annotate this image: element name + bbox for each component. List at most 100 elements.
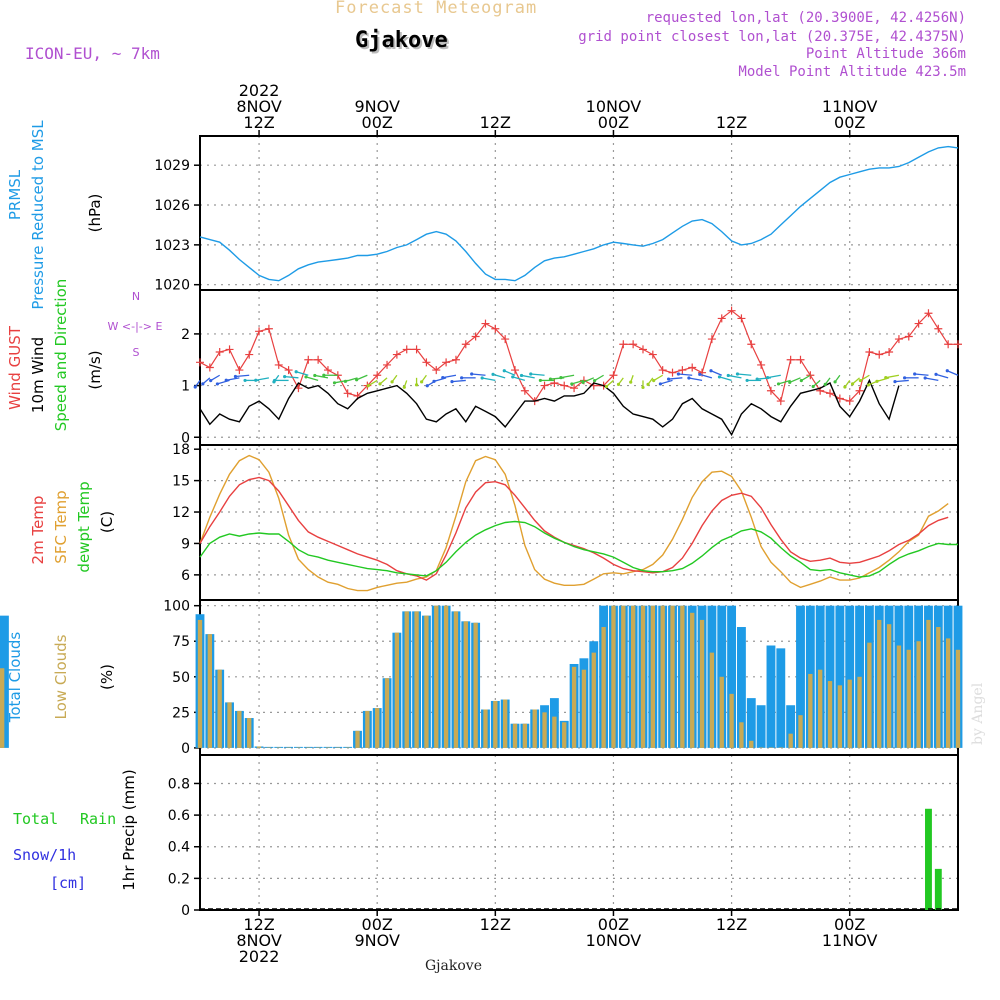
pressure-unit: (hPa) [86,194,104,233]
y-tick-label: 18 [172,442,190,458]
low-cloud-bar [758,747,764,748]
low-cloud-bar [660,605,665,748]
gust-marker [205,363,214,372]
low-cloud-bar [621,605,626,748]
low-cloud-bar [896,645,902,748]
gust-marker [255,327,264,336]
low-cloud-bar [434,605,439,748]
wind-direction-arrowhead [233,374,238,379]
wind-direction-arrowhead [559,376,563,380]
wind-gust-label: Wind GUST [6,325,24,410]
gust-marker [442,358,451,367]
gust-marker [284,366,293,375]
low-cloud-bar [424,615,429,748]
gust-marker [343,389,352,398]
y-tick-label: 2 [181,327,190,343]
wind-direction-arrow [367,379,378,387]
pressure-label-msl: Pressure Reduced to MSL [29,120,47,310]
rain-bar [934,868,942,910]
footer-location: Gjakove [425,958,482,974]
low-cloud-bar [227,702,232,748]
total-clouds-label: Total Clouds [6,632,24,724]
wind-direction-arrowhead [604,384,609,389]
low-cloud-bar [729,693,734,748]
y-tick-label: 25 [172,705,190,721]
wind-direction-arrowhead [425,384,429,388]
wind-direction-arrowhead [652,379,656,383]
wind-direction-arrow [767,374,781,379]
low-cloud-bar [886,624,892,748]
y-tick-label: 9 [181,536,190,552]
low-cloud-bar [256,746,262,748]
low-cloud-bar [749,740,754,748]
wind-direction-arrow [801,374,811,382]
y-tick-label: 50 [172,670,190,686]
total-cloud-bar [845,605,855,748]
low-cloud-bar [503,699,508,748]
low-cloud-bar [404,611,409,748]
temp-unit: (C) [98,511,116,533]
low-cloud-bar [453,611,459,748]
low-cloud-bar [562,722,567,748]
low-cloud-bar [571,666,577,748]
wind-direction-arrowhead [215,382,220,386]
low-cloud-bar [670,605,675,748]
low-cloud-bar [581,669,587,748]
y-tick-label: 1026 [154,198,190,214]
wind-direction-arrow [935,373,949,379]
low-cloud-bar [483,709,488,748]
gust-marker [737,314,746,323]
compass-south: S [133,346,140,359]
gust-marker [707,335,716,344]
wind-direction-arrow [571,379,585,385]
low-cloud-bar [207,634,213,748]
gust-marker [875,350,884,359]
time-label-bottom: 00Z [598,915,629,934]
wind-direction-arrow [914,373,929,376]
time-label-top: 12Z [480,113,511,132]
wind-direction-arrow [305,376,319,382]
gust-marker [481,319,490,328]
wind-direction-arrow [594,374,604,382]
low-clouds-label: Low Clouds [52,634,70,719]
wind-direction-arrowhead [616,382,621,387]
wind-direction-arrow [521,374,535,379]
wind-direction-arrow [894,379,909,383]
wind-direction-arrowhead [788,380,792,384]
wind-direction-arrowhead [313,373,317,378]
wind-direction-arrowhead [866,383,871,387]
low-cloud-bar [640,605,646,748]
gust-marker [747,340,756,349]
time-label-top: 00Z [362,113,393,132]
wind-direction-arrowhead [766,376,770,380]
wind-direction-arrowhead [538,378,542,383]
low-cloud-bar [739,722,744,748]
low-cloud-bar [945,638,951,748]
gust-marker [855,386,864,395]
y-tick-label: 0.8 [168,776,190,792]
wind-direction-arrow [504,370,516,376]
y-tick-label: 0 [181,430,190,446]
wind-direction-arrowhead [548,377,553,381]
panel-frame-precipitation [199,754,959,911]
total-cloud-bar [717,605,727,748]
time-label-top: 00Z [598,113,629,132]
wind-direction-arrowhead [322,373,326,377]
wind-direction-arrowhead [355,378,359,382]
gust-marker [412,345,421,354]
wind-direction-arrowhead [224,378,228,382]
wind-direction-arrow [226,377,240,381]
low-cloud-bar [916,641,921,748]
gust-marker [924,309,933,318]
gust-marker [609,371,618,380]
low-cloud-bar [335,747,340,748]
low-cloud-bar [827,681,833,748]
gust-marker [688,363,697,372]
gust-marker [373,371,382,380]
wind-direction-arrow [217,379,230,385]
wind-direction-arrow [653,374,664,382]
gust-marker [717,314,726,323]
sfc-temp-label: SFC Temp [52,490,70,563]
wind-direction-arrowhead [420,380,424,384]
